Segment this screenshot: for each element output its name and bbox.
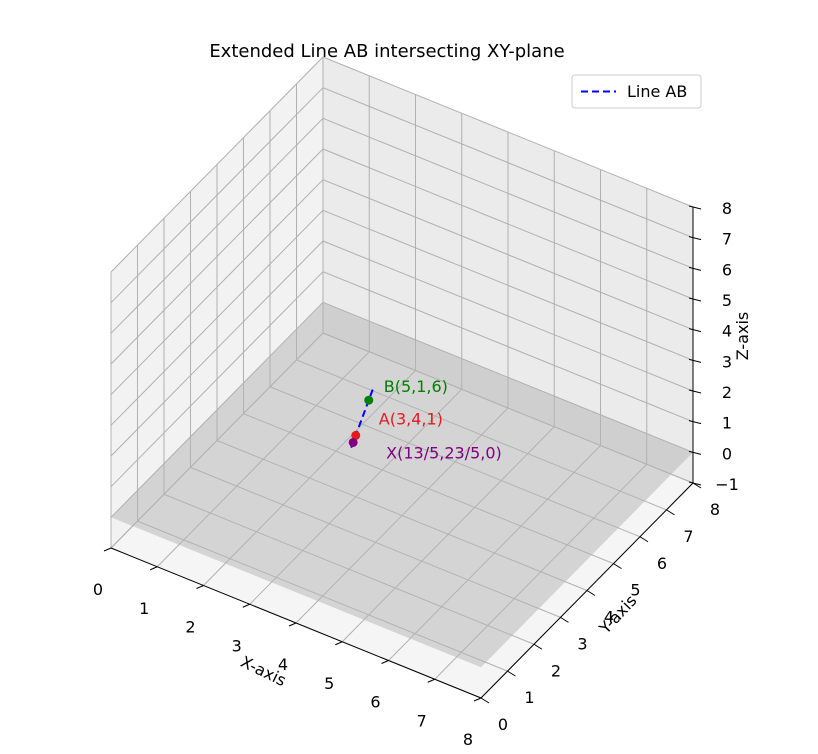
grid-side-z bbox=[110, 56, 324, 273]
x-tick-label: 5 bbox=[324, 674, 334, 693]
x-tick-label: 1 bbox=[139, 599, 149, 618]
z-tick bbox=[688, 297, 702, 302]
grid-side-z bbox=[110, 148, 324, 365]
y-tick bbox=[666, 509, 675, 516]
y-tick-label: 4 bbox=[604, 608, 614, 627]
x-tick bbox=[381, 660, 389, 664]
y-tick-label: 7 bbox=[683, 527, 693, 546]
x-tick bbox=[196, 585, 204, 589]
legend-box bbox=[571, 74, 702, 109]
z-tick bbox=[688, 358, 702, 363]
x-tick-label: 7 bbox=[417, 711, 427, 730]
z-axis-label: Z-axis bbox=[733, 312, 752, 361]
x-tick bbox=[427, 678, 435, 683]
y-tick bbox=[586, 590, 596, 596]
z-tick bbox=[688, 420, 702, 425]
data-point bbox=[348, 437, 358, 447]
grid-back-z bbox=[322, 240, 694, 392]
xy-plane bbox=[111, 302, 693, 668]
z-tick-label: 0 bbox=[722, 444, 732, 463]
y-tick-label: 8 bbox=[710, 500, 720, 519]
z-tick bbox=[688, 236, 702, 241]
z-tick bbox=[688, 205, 702, 210]
legend: Line AB bbox=[571, 74, 702, 109]
x-tick-label: 8 bbox=[463, 730, 473, 749]
x-tick bbox=[150, 566, 158, 571]
z-tick bbox=[688, 389, 702, 394]
y-axis-label: Y-axis bbox=[595, 591, 641, 638]
xy-plane-surface bbox=[111, 302, 693, 668]
z-tick-label: 7 bbox=[722, 230, 732, 249]
y-tick-label: 2 bbox=[551, 661, 561, 680]
z-tick-label: 8 bbox=[722, 199, 732, 218]
z-tick-label: 6 bbox=[722, 260, 732, 279]
legend-entry-line-ab: Line AB bbox=[627, 82, 687, 101]
z-tick bbox=[688, 266, 702, 271]
x-tick-label: 6 bbox=[370, 693, 380, 712]
y-tick-label: 0 bbox=[498, 715, 508, 734]
grid-back-z bbox=[322, 148, 694, 300]
z-tick bbox=[688, 328, 702, 333]
z-tick-label: 3 bbox=[722, 352, 732, 371]
chart-title: Extended Line AB intersecting XY-plane bbox=[209, 41, 564, 62]
z-tick-label: 5 bbox=[722, 291, 732, 310]
grid-back-z bbox=[322, 271, 694, 423]
grid-back-z bbox=[322, 56, 694, 208]
z-tick bbox=[688, 481, 702, 486]
y-tick bbox=[613, 563, 622, 570]
y-tick-label: 1 bbox=[524, 688, 534, 707]
z-tick-label: 2 bbox=[722, 383, 732, 402]
data-point-label: A(3,4,1) bbox=[379, 409, 443, 428]
data-points: A(3,4,1) B(5,1,6) X(13/5,23/5,0) bbox=[348, 377, 502, 462]
data-point-label: X(13/5,23/5,0) bbox=[386, 443, 502, 462]
z-tick bbox=[688, 450, 702, 455]
x-tick bbox=[473, 697, 482, 702]
x-tick-label: 3 bbox=[232, 636, 242, 655]
data-point bbox=[351, 430, 361, 440]
grid-side-z bbox=[110, 117, 324, 334]
grid-back-z bbox=[322, 209, 694, 361]
data-point bbox=[364, 395, 374, 405]
grid-side-z bbox=[110, 179, 324, 396]
grid-side-z bbox=[110, 209, 324, 426]
y-tick-label: 5 bbox=[630, 581, 640, 600]
z-tick-label: −1 bbox=[715, 475, 739, 494]
data-point-label: B(5,1,6) bbox=[384, 377, 448, 396]
grid-back-z bbox=[322, 179, 694, 331]
grid-side-z bbox=[110, 87, 324, 304]
x-tick bbox=[288, 622, 297, 627]
y-tick bbox=[639, 536, 649, 543]
x-tick bbox=[335, 641, 343, 646]
y-tick bbox=[507, 670, 516, 677]
grid-side-z bbox=[110, 240, 324, 457]
y-tick-label: 3 bbox=[577, 634, 587, 653]
x-tick-label: 2 bbox=[185, 618, 195, 637]
z-tick-label: 1 bbox=[722, 414, 732, 433]
grid-back-z bbox=[322, 87, 694, 239]
grid-back-z bbox=[322, 117, 694, 269]
y-tick bbox=[560, 616, 569, 623]
x-tick-label: 0 bbox=[93, 580, 103, 599]
x-tick bbox=[103, 547, 112, 552]
grid-side-z bbox=[110, 271, 324, 488]
x-tick-label: 4 bbox=[278, 655, 288, 674]
y-tick bbox=[480, 697, 490, 704]
z-tick-label: 4 bbox=[722, 322, 732, 341]
y-tick-label: 6 bbox=[657, 554, 667, 573]
x-tick bbox=[242, 603, 250, 608]
y-tick bbox=[533, 643, 543, 650]
